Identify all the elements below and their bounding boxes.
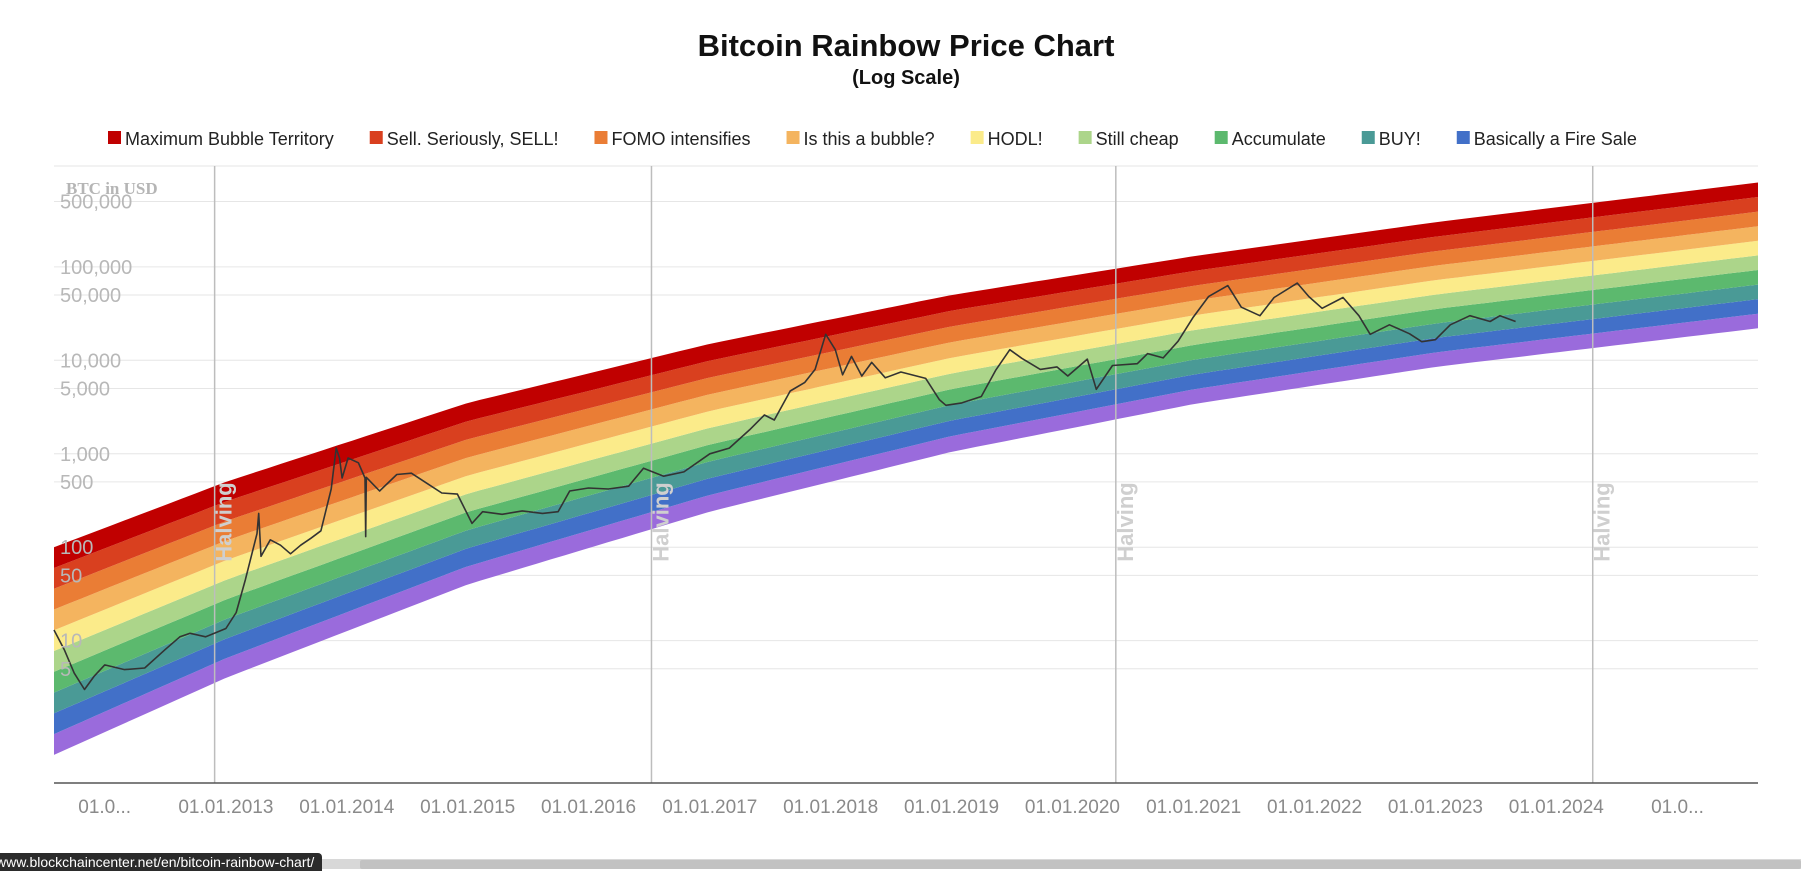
legend-item[interactable]: Basically a Fire Sale [1456, 129, 1637, 149]
legend-swatch [970, 131, 984, 144]
x-tick-label: 01.01.2020 [1025, 797, 1120, 818]
legend-swatch [1361, 131, 1375, 144]
y-tick-label: 50,000 [60, 285, 121, 307]
legend-label: FOMO intensifies [611, 129, 750, 149]
y-tick-label: 10 [60, 631, 82, 653]
chart-title: Bitcoin Rainbow Price Chart [698, 28, 1115, 63]
legend-item[interactable]: Accumulate [1214, 129, 1326, 149]
legend-swatch [594, 131, 608, 144]
x-tick-label: 01.01.2024 [1509, 797, 1605, 818]
y-tick-label: 100 [60, 537, 93, 559]
legend-item[interactable]: BUY! [1361, 129, 1421, 149]
y-tick-label: 100,000 [60, 257, 132, 279]
x-axis-ticks: 01.0... 01.01.2013 01.01.2014 01.01.2015 01.… [78, 797, 1704, 818]
x-tick-label: 01.0... [78, 797, 131, 818]
legend-item[interactable]: Sell. Seriously, SELL! [369, 129, 559, 149]
legend-swatch [1456, 131, 1470, 144]
y-axis-ticks: 500,000 100,000 50,000 10,000 5,000 1,000 500 1… [60, 192, 132, 681]
y-axis-label: BTC in USD [66, 179, 158, 198]
legend-swatch [369, 131, 383, 144]
y-tick-label: 10,000 [60, 350, 121, 372]
x-tick-label: 01.01.2018 [783, 797, 878, 818]
legend-label: Accumulate [1232, 129, 1326, 149]
status-url: www.blockchaincenter.net/en/bitcoin-rain… [0, 853, 323, 871]
halving-label: Halving [212, 482, 237, 561]
price-line [53, 282, 1516, 691]
legend[interactable]: Maximum Bubble Territory Sell. Seriously,… [108, 129, 1637, 149]
x-tick-label: 01.01.2014 [299, 797, 395, 818]
x-tick-label: 01.0... [1651, 797, 1704, 818]
y-tick-label: 5,000 [60, 378, 110, 400]
legend-label: BUY! [1379, 129, 1421, 149]
x-tick-label: 01.01.2021 [1146, 797, 1241, 818]
y-tick-label: 5 [60, 659, 71, 681]
y-tick-label: 1,000 [60, 444, 110, 466]
chart-subtitle: (Log Scale) [852, 67, 960, 89]
x-tick-label: 01.01.2015 [420, 797, 515, 818]
y-tick-label: 50 [60, 565, 82, 587]
halving-label: Halving [648, 482, 673, 561]
legend-item[interactable]: FOMO intensifies [594, 129, 751, 149]
y-tick-label: 500,000 [60, 192, 132, 214]
halving-label: Halving [1113, 482, 1138, 561]
legend-label: HODL! [988, 129, 1043, 149]
halving-markers: Halving Halving Halving Halving [212, 166, 1615, 783]
x-tick-label: 01.01.2023 [1388, 797, 1483, 818]
legend-swatch [1214, 131, 1228, 144]
x-tick-label: 01.01.2017 [662, 797, 757, 818]
legend-label: Still cheap [1096, 129, 1179, 149]
x-tick-label: 01.01.2016 [541, 797, 636, 818]
legend-item[interactable]: Maximum Bubble Territory [108, 129, 334, 149]
legend-swatch [108, 131, 121, 144]
legend-item[interactable]: HODL! [970, 129, 1043, 149]
legend-label: Is this a bubble? [804, 129, 935, 149]
x-tick-label: 01.01.2022 [1267, 797, 1362, 818]
legend-item[interactable]: Still cheap [1078, 129, 1179, 149]
legend-label: Sell. Seriously, SELL! [387, 129, 559, 149]
halving-label: Halving [1590, 482, 1615, 561]
legend-item[interactable]: Is this a bubble? [786, 129, 935, 149]
x-tick-label: 01.01.2019 [904, 797, 999, 818]
legend-label: Basically a Fire Sale [1474, 129, 1637, 149]
price-series [53, 282, 1516, 691]
legend-label: Maximum Bubble Territory [125, 129, 334, 149]
legend-swatch [786, 131, 800, 144]
scrollbar-thumb[interactable] [360, 860, 1801, 869]
y-tick-label: 500 [60, 472, 93, 494]
x-tick-label: 01.01.2013 [178, 797, 273, 818]
legend-swatch [1078, 131, 1092, 144]
